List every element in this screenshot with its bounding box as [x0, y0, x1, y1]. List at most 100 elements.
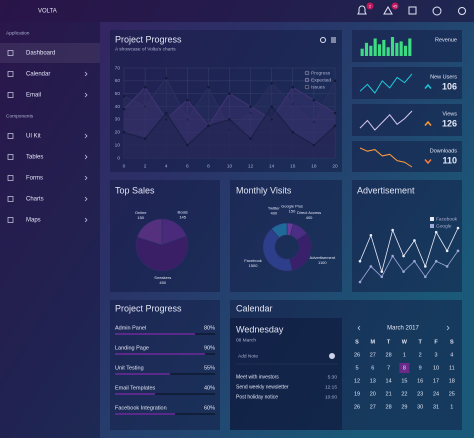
y-tick-label: 50: [115, 91, 121, 97]
day[interactable]: 6: [371, 365, 374, 371]
spark-bar: [386, 47, 390, 56]
data-point: [249, 137, 252, 141]
menu-item[interactable]: UI Kit: [26, 134, 41, 140]
next-month[interactable]: [446, 325, 450, 331]
data-point: [270, 82, 274, 85]
refresh-icon[interactable]: [320, 37, 326, 43]
data-point: [402, 270, 405, 273]
day[interactable]: 28: [386, 352, 392, 358]
panel: [352, 67, 462, 99]
x-tick-label: 10: [227, 163, 233, 169]
day[interactable]: 15: [401, 378, 407, 384]
day[interactable]: 27: [370, 352, 376, 358]
data-point: [445, 249, 449, 253]
menu-item[interactable]: Charts: [26, 197, 44, 203]
day[interactable]: 19: [354, 391, 360, 397]
legend-swatch: [304, 77, 310, 83]
add-button[interactable]: [329, 353, 335, 359]
y-tick-label: 60: [115, 78, 121, 84]
slice-label: Direct Access: [297, 210, 321, 215]
stat-value: 126: [442, 118, 457, 128]
menu-item[interactable]: Tables: [26, 155, 43, 161]
data-point: [312, 143, 316, 147]
day[interactable]: 5: [355, 365, 358, 371]
date: 08 March: [236, 337, 256, 343]
day[interactable]: 9: [419, 365, 422, 371]
day[interactable]: 23: [417, 391, 423, 397]
day[interactable]: 26: [354, 352, 360, 358]
top-bar: [0, 0, 474, 22]
stat-label: Views: [442, 111, 457, 117]
day[interactable]: 7: [387, 365, 390, 371]
day[interactable]: 14: [386, 378, 392, 384]
legend-swatch: [304, 70, 310, 76]
day[interactable]: 20: [370, 391, 376, 397]
menu-item[interactable]: Maps: [26, 218, 41, 224]
spark-bar: [377, 44, 382, 56]
spark-bar: [369, 45, 373, 56]
day[interactable]: 1: [450, 404, 453, 410]
selected-day: [399, 363, 410, 373]
data-point: [333, 124, 337, 128]
bell-icon[interactable]: [357, 5, 367, 15]
task-name: Landing Page: [115, 345, 149, 351]
day[interactable]: 26: [354, 404, 360, 410]
apps-icon[interactable]: [408, 6, 417, 15]
sparkline: [359, 110, 413, 131]
day[interactable]: 22: [401, 391, 407, 397]
data-point: [369, 233, 373, 237]
task-percent: 80%: [204, 325, 215, 331]
badge: [366, 2, 374, 10]
day[interactable]: 27: [370, 404, 376, 410]
day[interactable]: 10: [433, 365, 439, 371]
data-point: [434, 230, 438, 234]
badge-count: 2: [369, 3, 372, 8]
spark-bar: [399, 41, 403, 56]
chart-title: Monthly Visits: [236, 185, 292, 195]
day[interactable]: 11: [449, 365, 455, 371]
legend-swatch: [430, 224, 434, 228]
day[interactable]: 3: [434, 352, 437, 358]
menu-icon: [7, 175, 14, 181]
series-line: [359, 250, 459, 283]
globe-icon[interactable]: [432, 6, 442, 16]
day[interactable]: 12: [354, 378, 360, 384]
day[interactable]: 29: [401, 404, 407, 410]
flask-icon[interactable]: [383, 5, 393, 15]
spark-bar: [360, 48, 364, 56]
prev-month[interactable]: [357, 325, 361, 331]
event-time: 12:15: [325, 384, 337, 390]
day[interactable]: 13: [370, 378, 376, 384]
day[interactable]: 8: [403, 365, 406, 371]
x-tick-label: 4: [165, 163, 168, 169]
progress-bar: [115, 373, 170, 375]
y-tick-label: 30: [115, 117, 121, 123]
day[interactable]: 25: [449, 391, 455, 397]
day[interactable]: 18: [449, 378, 455, 384]
task-percent: 90%: [204, 345, 215, 351]
menu-item[interactable]: Email: [26, 93, 41, 99]
menu-icon: [7, 50, 14, 56]
data-point: [270, 105, 274, 108]
day[interactable]: 4: [450, 352, 453, 358]
day[interactable]: 21: [386, 391, 392, 397]
menu-icon[interactable]: [331, 37, 336, 43]
day[interactable]: 30: [417, 404, 423, 410]
day[interactable]: 2: [419, 352, 422, 358]
legend-label: Progress: [311, 70, 331, 76]
day[interactable]: 31: [433, 404, 439, 410]
day[interactable]: 1: [403, 352, 406, 358]
menu-item[interactable]: Dashboard: [26, 51, 55, 57]
day[interactable]: 28: [386, 404, 392, 410]
menu-item[interactable]: Calendar: [26, 72, 50, 78]
add-note[interactable]: Add Note: [238, 353, 258, 359]
day[interactable]: 16: [417, 378, 423, 384]
legend-swatch: [430, 217, 434, 221]
trend-arrow: [424, 83, 432, 89]
day[interactable]: 17: [433, 378, 439, 384]
day[interactable]: 24: [433, 391, 439, 397]
menu-item[interactable]: Forms: [26, 176, 43, 182]
settings-icon[interactable]: [458, 7, 466, 15]
series-line: [359, 227, 459, 274]
